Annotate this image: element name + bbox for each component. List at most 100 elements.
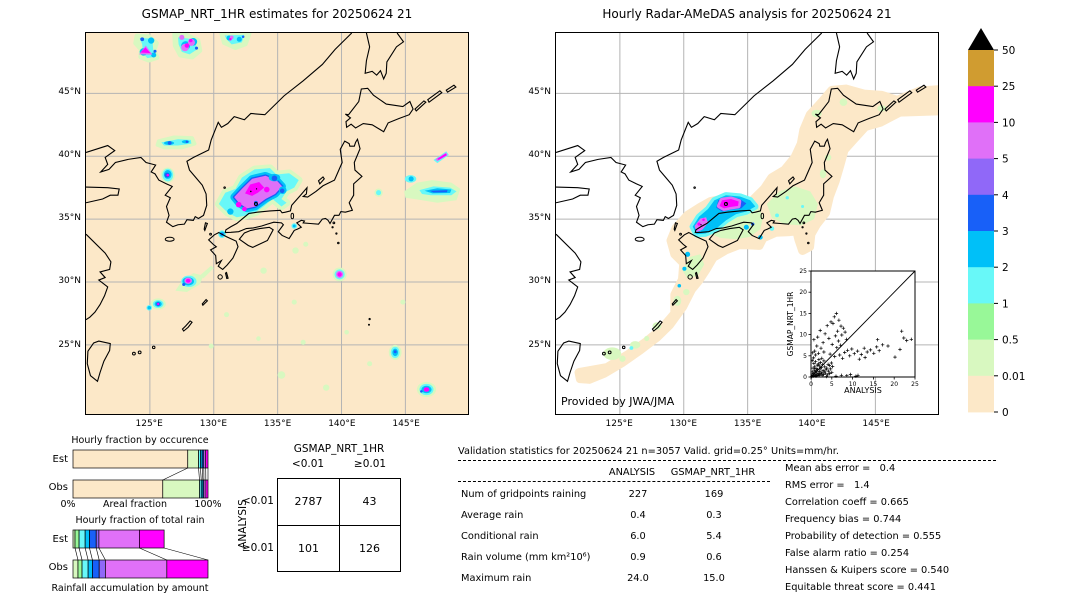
- score-mae: Mean abs error = 0.4: [785, 463, 895, 474]
- colorbar-tick-label: 25: [1002, 81, 1015, 93]
- score-rms-label: RMS error =: [785, 480, 845, 491]
- colorbar: 50 25 10 5 4 3 2 1 0.5 0.01 0: [968, 28, 1078, 420]
- left-map-xtick-3: 140°E: [328, 419, 356, 429]
- colorbar-tick-label: 3: [1002, 226, 1009, 238]
- colorbar-tick-label: 1: [1002, 298, 1009, 310]
- left-map-xtick-1: 130°E: [199, 419, 228, 429]
- contingency-miss: 101: [298, 542, 319, 555]
- colorbar-tick-label: 5: [1002, 154, 1009, 166]
- score-rms: RMS error = 1.4: [785, 480, 870, 491]
- inset-ytick: 10: [799, 332, 807, 339]
- radar-amedas-map: [555, 32, 943, 415]
- left-map-xtick-4: 145°E: [392, 419, 420, 429]
- row-avgrain-label: Average rain: [461, 510, 524, 521]
- inset-ytick: 5: [803, 353, 807, 360]
- colorbar-tick-label: 0.5: [1002, 335, 1019, 347]
- bar-segment: [84, 529, 90, 549]
- contingency-hit: 126: [359, 542, 380, 555]
- contingency-grid: 2787 43 101 126: [277, 478, 401, 572]
- left-map-ytick-3: 30°N: [58, 276, 81, 287]
- row-maxrain-analysis: 24.0: [627, 573, 649, 584]
- bar-segment: [162, 479, 200, 499]
- score-corr: Correlation coeff = 0.665: [785, 497, 909, 508]
- bars-tot-svg: [72, 529, 209, 579]
- score-far-value: 0.254: [881, 548, 910, 559]
- bar-segment: [72, 449, 189, 469]
- row-avgrain-analysis: 0.4: [630, 510, 646, 521]
- right-map-xtick-4: 145°E: [862, 419, 890, 429]
- contingency-col-label-0: <0.01: [291, 458, 325, 470]
- inset-xtick: 25: [911, 381, 919, 388]
- bar-segment: [74, 529, 80, 549]
- score-corr-value: 0.665: [880, 497, 909, 508]
- grid-lines: [86, 33, 468, 414]
- score-ets-label: Equitable threat score =: [785, 582, 905, 593]
- score-hk: Hanssen & Kuipers score = 0.540: [785, 565, 949, 576]
- flow-connector: [201, 467, 204, 481]
- right-map-ytick-3: 30°N: [528, 276, 551, 287]
- right-map-ytick-1: 40°N: [528, 149, 551, 160]
- score-mae-label: Mean abs error =: [785, 463, 871, 474]
- flow-connector: [139, 547, 167, 561]
- colorbar-tick-label: 0.01: [1002, 371, 1025, 383]
- occurrence-obs-label: Obs: [48, 482, 68, 493]
- right-map-xtick-2: 135°E: [733, 419, 762, 429]
- score-pod: Probability of detection = 0.555: [785, 531, 941, 542]
- score-rms-value: 1.4: [853, 480, 870, 491]
- score-bias-value: 0.744: [873, 514, 902, 525]
- scatter-points: [810, 311, 913, 379]
- inset-xtick: 20: [890, 381, 898, 388]
- flow-connector: [89, 547, 93, 561]
- bar-segment: [205, 449, 209, 469]
- occurrence-xmax: 100%: [194, 499, 222, 510]
- bar-segment: [98, 559, 106, 579]
- flow-connector: [198, 467, 200, 481]
- row-rainvol-gsmap: 0.6: [706, 552, 722, 563]
- totalrain-bars: [72, 528, 209, 580]
- left-map-ytick-0: 45°N: [58, 86, 81, 97]
- occurrence-bars: [72, 448, 209, 500]
- row-condrain-analysis: 6.0: [630, 531, 646, 542]
- inset-ylabel: GSMAP_NRT_1HR: [786, 292, 795, 357]
- inset-ytick: 15: [799, 310, 807, 317]
- inset-ytick: 0: [803, 374, 807, 381]
- overflow-triangle: [968, 28, 994, 50]
- bar-segment: [105, 559, 168, 579]
- flow-connector: [98, 547, 106, 561]
- occurrence-est-label: Est: [52, 454, 68, 465]
- validation-title: Validation statistics for 20250624 21 n=…: [458, 446, 840, 457]
- scatter-inset: 0 5 10 15 20 25 0 5 10 15 20 25 ANALYSIS GSMAP_NRT_1H…: [786, 262, 926, 396]
- row-gridpoints-gsmap: 169: [704, 489, 724, 500]
- row-gridpoints-analysis: 227: [628, 489, 648, 500]
- left-map-xtick-0: 125°E: [135, 419, 163, 429]
- row-gridpoints-label: Num of gridpoints raining: [461, 489, 587, 500]
- row-rainvol-label: Rain volume (mm km²10⁶): [461, 552, 591, 563]
- bar-segment: [92, 559, 100, 579]
- contingency-row-label-0: <0.01: [241, 495, 274, 507]
- colorbar-tick-label: 4: [1002, 190, 1009, 202]
- row-maxrain-gsmap: 15.0: [703, 573, 725, 584]
- flow-connector: [95, 547, 100, 561]
- score-pod-value: 0.555: [913, 531, 942, 542]
- inset-xtick: 15: [870, 381, 878, 388]
- totalrain-obs-label: Obs: [48, 562, 68, 573]
- colorbar-tick-label: 50: [1002, 45, 1015, 57]
- one-to-one-line: [810, 270, 916, 378]
- score-far: False alarm ratio = 0.254: [785, 548, 909, 559]
- inset-xtick: 5: [830, 381, 834, 388]
- credit-text: Provided by JWA/JMA: [561, 395, 675, 408]
- contingency-false: 43: [362, 495, 377, 508]
- flow-connector: [200, 467, 202, 481]
- right-map-xtick-1: 130°E: [669, 419, 698, 429]
- score-ets: Equitable threat score = 0.441: [785, 582, 936, 593]
- bar-segment: [139, 529, 165, 549]
- right-map-ytick-4: 25°N: [528, 339, 551, 350]
- left-map-ytick-4: 25°N: [58, 339, 81, 350]
- scatter-svg: 0 5 10 15 20 25 0 5 10 15 20 25 ANALYSIS GSMAP_NRT_1H…: [786, 268, 919, 395]
- right-map-ytick-0: 45°N: [528, 86, 551, 97]
- right-map-xtick-3: 140°E: [798, 419, 826, 429]
- totalrain-chart-title: Hourly fraction of total rain: [75, 515, 205, 526]
- contingency-hline: [278, 525, 400, 527]
- validation-col-gsmap: GSMAP_NRT_1HR: [670, 467, 756, 478]
